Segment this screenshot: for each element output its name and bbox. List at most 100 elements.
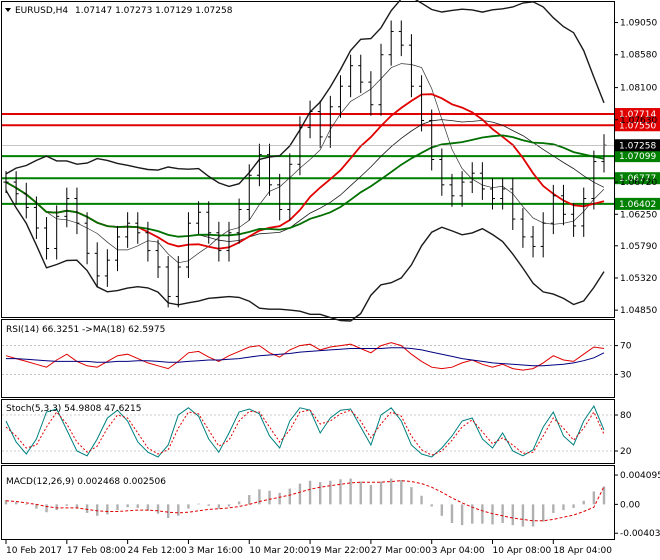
rsi-ma-line	[6, 347, 605, 367]
ohlc-values: 1.07147 1.07273 1.07129 1.07258	[75, 6, 233, 16]
time-tick-label: 24 Feb 12:00	[128, 546, 187, 556]
level-tag-bg	[615, 150, 660, 163]
price-bar	[175, 256, 181, 308]
price-bar	[135, 212, 141, 244]
symbol-dropdown-icon[interactable]	[5, 8, 11, 12]
level-tag-1.07714: 1.07714	[615, 108, 660, 121]
macd-label: MACD(12,26,9) 0.002468 0.002506	[6, 477, 166, 487]
level-tag-1.07550: 1.07550	[615, 119, 660, 132]
price-bar	[560, 184, 566, 226]
time-tick-label: 10 Mar 20:00	[249, 546, 309, 556]
price-bar	[277, 173, 283, 221]
price-bar	[246, 164, 252, 221]
current-price-tag	[615, 139, 660, 152]
price-bar	[206, 201, 212, 244]
rsi-pane-frame	[1, 319, 615, 398]
level-tag-bg	[615, 119, 660, 132]
price-bar	[84, 212, 90, 265]
price-bar	[236, 198, 242, 244]
price-bar	[540, 212, 546, 258]
time-axis: 10 Feb 2017 17 Feb 08:00 24 Feb 12:00 3 Mar…	[5, 540, 612, 556]
current-price-value: 1.07258	[619, 141, 656, 151]
price-bar	[378, 43, 384, 116]
macd-tick-label: 0.004095	[620, 471, 660, 481]
price-bar	[104, 249, 110, 287]
price-bar	[419, 75, 425, 132]
price-bar	[23, 182, 29, 219]
price-bar	[13, 171, 19, 205]
level-tag-value: 1.07714	[619, 110, 656, 120]
osc-tick-label: 80	[620, 411, 632, 421]
price-bar	[520, 208, 526, 248]
price-bar	[165, 256, 171, 308]
rsi-label: RSI(14) 66.3251 ->MA(18) 62.5975	[6, 325, 165, 335]
level-tag-value: 1.06402	[619, 200, 656, 210]
price-bar	[33, 196, 39, 239]
time-tick-label: 3 Mar 16:00	[188, 546, 243, 556]
price-axis: 1.090501.085801.081001.076301.072501.067…	[2, 19, 660, 539]
level-tag-bg	[615, 108, 660, 121]
price-bar	[256, 143, 262, 187]
price-bar	[3, 171, 9, 194]
price-tick-label: 1.08100	[620, 84, 657, 94]
time-tick-label: 27 Mar 00:00	[371, 546, 431, 556]
osc-tick-label: 20	[620, 447, 632, 457]
price-tick-label: 1.08580	[620, 51, 657, 61]
main-pane-frame	[1, 1, 615, 318]
time-tick-label: 3 Apr 04:00	[432, 546, 485, 556]
stoch-main-line	[5, 404, 605, 458]
price-bar	[74, 187, 80, 235]
price-bar	[348, 54, 354, 98]
level-tag-value: 1.06777	[619, 174, 656, 184]
price-bar	[307, 100, 313, 139]
level-tag-bg	[615, 197, 660, 210]
level-tag-1.07099: 1.07099	[615, 150, 660, 163]
price-bar	[94, 242, 100, 287]
price-bar	[459, 171, 465, 207]
macd-tick-label: -0.004035	[620, 529, 660, 539]
symbol-label[interactable]: EURUSD,H4	[15, 6, 68, 16]
level-tag-bg	[615, 172, 660, 185]
price-bar	[510, 177, 516, 231]
rsi-plot	[2, 342, 614, 375]
time-tick-label: 18 Apr 04:00	[553, 546, 612, 556]
time-tick-label: 10 Feb 2017	[6, 546, 62, 556]
price-bar	[185, 212, 191, 278]
price-bar	[216, 221, 222, 262]
price-tick-label: 1.06720	[620, 178, 657, 188]
level-tag-value: 1.07099	[619, 152, 656, 162]
stoch-plot	[2, 404, 614, 458]
macd-signal-line	[5, 480, 605, 522]
price-bar	[500, 177, 506, 210]
bollinger-lower	[5, 189, 605, 322]
price-bar	[145, 221, 151, 262]
price-tick-label: 1.09050	[620, 19, 657, 29]
price-bar	[226, 221, 232, 262]
time-tick-label: 19 Mar 22:00	[310, 546, 370, 556]
price-bar	[479, 162, 485, 200]
price-bar	[490, 177, 496, 210]
price-bar	[114, 225, 120, 272]
price-bar	[530, 225, 536, 258]
price-tick-label: 1.07630	[620, 116, 657, 126]
price-bar	[297, 116, 303, 176]
price-bar	[591, 150, 597, 210]
price-bar	[581, 187, 587, 237]
bollinger-upper	[5, 0, 605, 188]
level-tag-value: 1.07550	[619, 121, 656, 131]
ma-fast	[5, 63, 605, 264]
price-tick-label: 1.06250	[620, 210, 657, 220]
ma-green	[5, 134, 605, 238]
stoch-label: Stoch(5,3,3) 54.9808 47.6215	[6, 404, 141, 414]
price-bar	[267, 143, 273, 196]
level-tag-1.06777: 1.06777	[615, 172, 660, 185]
price-bar	[429, 109, 435, 171]
price-bar	[155, 239, 161, 278]
macd-plot	[4, 478, 606, 527]
price-tick-label: 1.04850	[620, 306, 657, 316]
price-bar	[388, 20, 394, 66]
price-tick-label: 1.05790	[620, 242, 657, 252]
price-bar	[287, 153, 293, 221]
